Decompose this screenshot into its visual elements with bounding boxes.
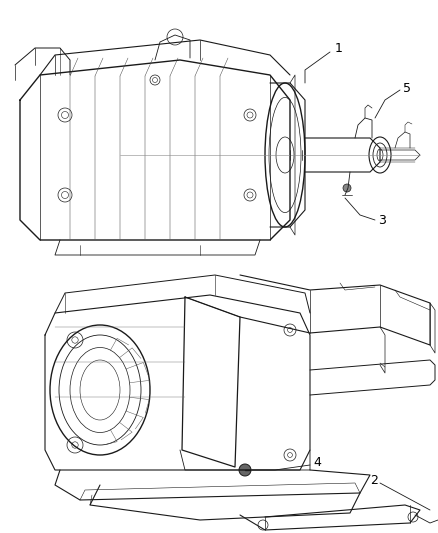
Circle shape xyxy=(239,464,251,476)
Circle shape xyxy=(343,184,351,192)
Text: 2: 2 xyxy=(370,473,378,487)
Text: 1: 1 xyxy=(335,42,343,54)
Text: 5: 5 xyxy=(403,82,411,94)
Text: 3: 3 xyxy=(378,214,386,227)
Text: 4: 4 xyxy=(313,456,321,470)
